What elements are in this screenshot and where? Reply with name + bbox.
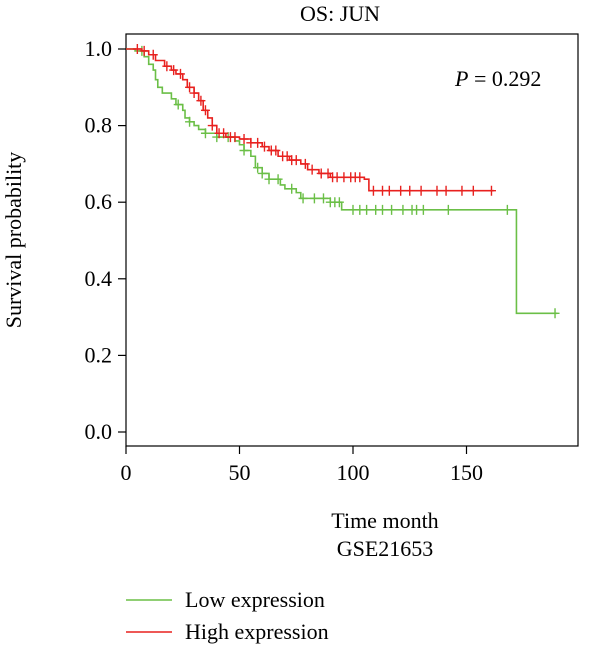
censor-mark	[384, 185, 394, 196]
censor-mark	[271, 145, 281, 156]
x-tick-label: 50	[229, 460, 251, 485]
series-layer	[126, 44, 560, 319]
censor-mark	[355, 172, 365, 183]
censor-mark	[323, 168, 333, 179]
censor-mark	[362, 204, 372, 215]
censor-mark	[368, 185, 378, 196]
censor-mark	[418, 204, 428, 215]
y-axis-label: Survival probability	[1, 152, 26, 329]
censor-mark	[239, 145, 249, 156]
censor-mark	[200, 128, 210, 139]
censor-mark	[443, 204, 453, 215]
y-tick-label: 0.8	[85, 113, 113, 138]
p-value-annotation: P = 0.292	[454, 66, 541, 91]
y-tick-label: 0.0	[85, 419, 113, 444]
plot-frame	[125, 33, 579, 447]
censor-mark	[230, 132, 240, 143]
x-axis: 0 50 100 150	[121, 446, 483, 485]
y-axis: 0.0 0.2 0.4 0.6 0.8 1.0	[85, 36, 126, 444]
censor-mark	[387, 204, 397, 215]
censor-mark	[148, 49, 158, 60]
censor-mark	[318, 193, 328, 204]
censor-mark	[405, 185, 415, 196]
legend-item-low: Low expression	[126, 587, 325, 612]
y-tick-label: 0.4	[85, 266, 113, 291]
censor-mark	[307, 164, 317, 175]
legend-item-high: High expression	[126, 619, 329, 644]
censor-mark	[259, 141, 269, 152]
censor-mark	[287, 183, 297, 194]
censor-mark	[273, 174, 283, 185]
chart-subtitle: GSE21653	[337, 536, 434, 561]
y-tick-label: 0.2	[85, 342, 113, 367]
censor-mark	[162, 61, 172, 72]
censor-mark	[457, 185, 467, 196]
censor-mark	[132, 44, 142, 54]
censor-mark	[502, 204, 512, 215]
censor-mark	[175, 68, 185, 79]
censor-mark	[173, 99, 183, 110]
x-tick-label: 0	[121, 460, 132, 485]
legend-label-high: High expression	[185, 619, 329, 644]
censor-mark	[219, 128, 229, 139]
censor-mark	[396, 185, 406, 196]
censor-mark	[378, 204, 388, 215]
censor-mark	[253, 137, 263, 148]
p-value-text: = 0.292	[468, 66, 541, 91]
censor-mark	[291, 155, 301, 166]
censor-mark	[550, 308, 560, 319]
y-tick-label: 1.0	[85, 36, 113, 61]
censor-mark	[207, 120, 217, 131]
censor-mark	[257, 168, 267, 179]
censor-mark	[334, 197, 344, 208]
censor-mark	[185, 116, 195, 127]
x-axis-label: Time month	[331, 508, 438, 533]
p-value-symbol: P	[454, 66, 468, 91]
censor-mark	[309, 193, 319, 204]
legend: Low expression High expression	[126, 587, 329, 644]
x-tick-label: 150	[450, 460, 483, 485]
series-high	[126, 44, 496, 196]
censor-mark	[200, 105, 210, 116]
censor-mark	[432, 185, 442, 196]
censor-mark	[298, 193, 308, 204]
censor-mark	[486, 185, 496, 196]
censor-mark	[189, 88, 199, 99]
censor-mark	[253, 162, 263, 173]
censor-mark	[398, 204, 408, 215]
censor-mark	[239, 134, 249, 145]
censor-mark	[139, 45, 149, 56]
chart-title: OS: JUN	[300, 1, 380, 26]
censor-mark	[468, 185, 478, 196]
y-tick-label: 0.6	[85, 189, 113, 214]
censor-mark	[441, 185, 451, 196]
censor-mark	[169, 65, 179, 76]
censor-mark	[416, 185, 426, 196]
x-tick-label: 100	[337, 460, 370, 485]
censor-mark	[300, 158, 310, 169]
censor-mark	[185, 82, 195, 93]
censor-mark	[264, 174, 274, 185]
censor-mark	[282, 151, 292, 162]
legend-label-low: Low expression	[185, 587, 325, 612]
censor-mark	[196, 95, 206, 106]
